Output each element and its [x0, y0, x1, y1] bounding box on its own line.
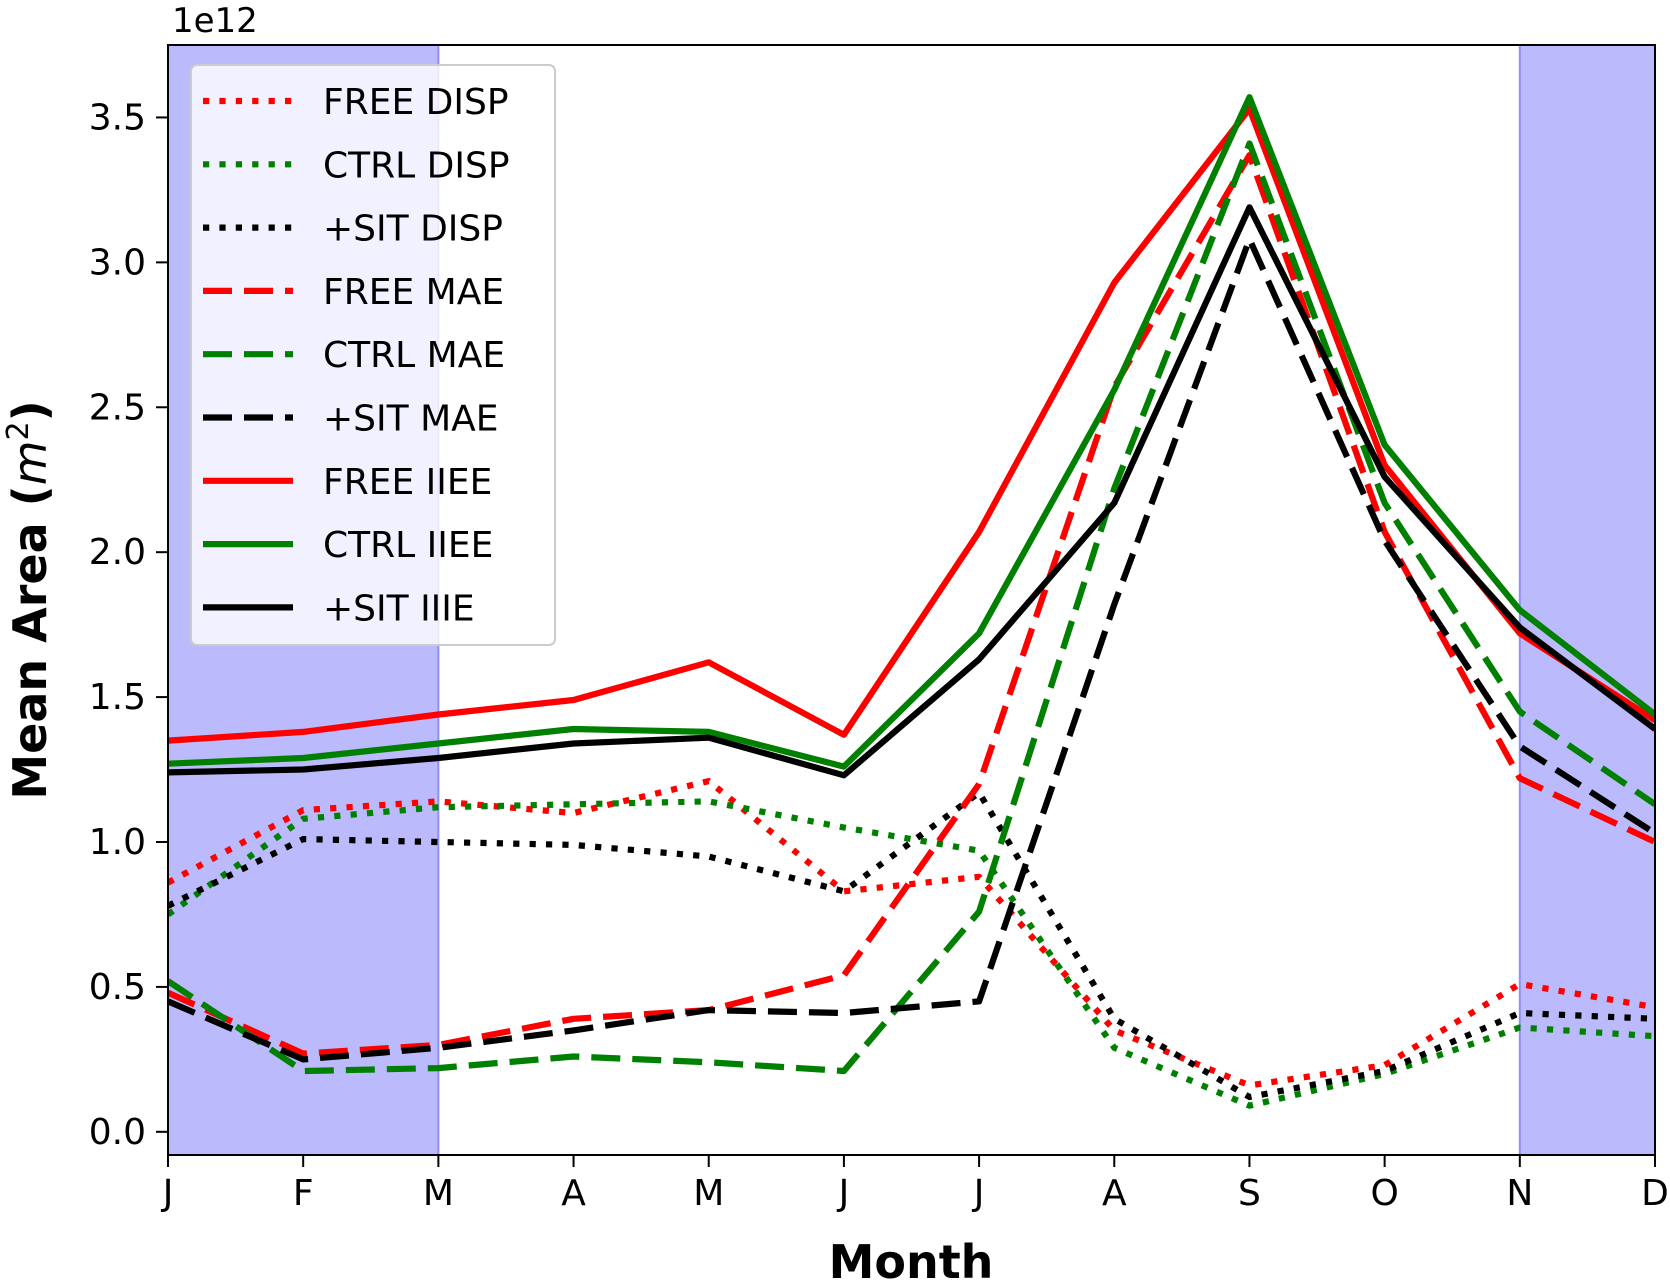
legend-label-6: FREE IIEE: [323, 462, 492, 503]
legend-label-1: CTRL DISP: [323, 145, 510, 186]
legend: FREE DISP CTRL DISP +SIT DISP FREE MAE CTRL …: [190, 64, 556, 646]
x-tick-label: J: [837, 1173, 850, 1214]
series-line-4: [168, 140, 1655, 1075]
legend-label-2: +SIT DISP: [323, 209, 503, 250]
x-tick-label: S: [1238, 1173, 1261, 1214]
y-tick-label: 0.5: [89, 967, 146, 1008]
x-tick-label: M: [423, 1173, 454, 1214]
x-tick-label: J: [161, 1173, 174, 1214]
x-tick-label: A: [561, 1173, 586, 1214]
series-line-7: [168, 94, 1655, 770]
y-tick-label: 2.5: [89, 387, 146, 428]
legend-label-8: +SIT IIIE: [323, 588, 475, 629]
legend-label-4: CTRL MAE: [323, 335, 505, 376]
series-line-1: [168, 798, 1655, 1109]
y-axis-ticks: 0.0 0.5 1.0 1.5 2.0 2.5 3.0 3.5: [89, 97, 168, 1153]
x-tick-label: O: [1370, 1173, 1398, 1214]
y-axis-label-exponent: 2: [1, 421, 36, 440]
legend-box: [190, 64, 556, 646]
x-tick-label: N: [1506, 1173, 1533, 1214]
series-line-6: [168, 105, 1655, 744]
y-axis-label-unit: m: [3, 440, 57, 485]
x-tick-label: J: [972, 1173, 985, 1214]
legend-label-7: CTRL IIEE: [323, 525, 493, 566]
series-lines: [168, 94, 1655, 1109]
offset-text: 1e12: [172, 1, 258, 41]
y-tick-label: 3.5: [89, 97, 146, 138]
y-tick-label: 0.0: [89, 1112, 146, 1153]
x-tick-label: M: [693, 1173, 724, 1214]
series-line-8: [168, 204, 1655, 779]
legend-label-3: FREE MAE: [323, 272, 504, 313]
y-tick-label: 2.0: [89, 532, 146, 573]
series-line-3: [168, 152, 1655, 1057]
series-line-0: [168, 777, 1655, 1089]
legend-label-5: +SIT MAE: [323, 399, 499, 440]
y-axis-label: Mean Area (m2): [1, 400, 57, 799]
series-line-2: [168, 789, 1655, 1101]
series-line-5: [168, 236, 1655, 1063]
legend-label-0: FREE DISP: [323, 82, 509, 123]
y-axis-label-main: Mean Area: [3, 522, 57, 799]
y-tick-label: 1.5: [89, 677, 146, 718]
x-tick-label: D: [1641, 1173, 1669, 1214]
x-tick-label: A: [1102, 1173, 1127, 1214]
shaded-region-1: [1518, 44, 1657, 1156]
plot-frame: [167, 44, 1656, 1156]
y-tick-label: 1.0: [89, 822, 146, 863]
x-axis-label: Month: [829, 1235, 994, 1281]
y-tick-label: 3.0: [89, 242, 146, 283]
x-tick-label: F: [293, 1173, 314, 1214]
